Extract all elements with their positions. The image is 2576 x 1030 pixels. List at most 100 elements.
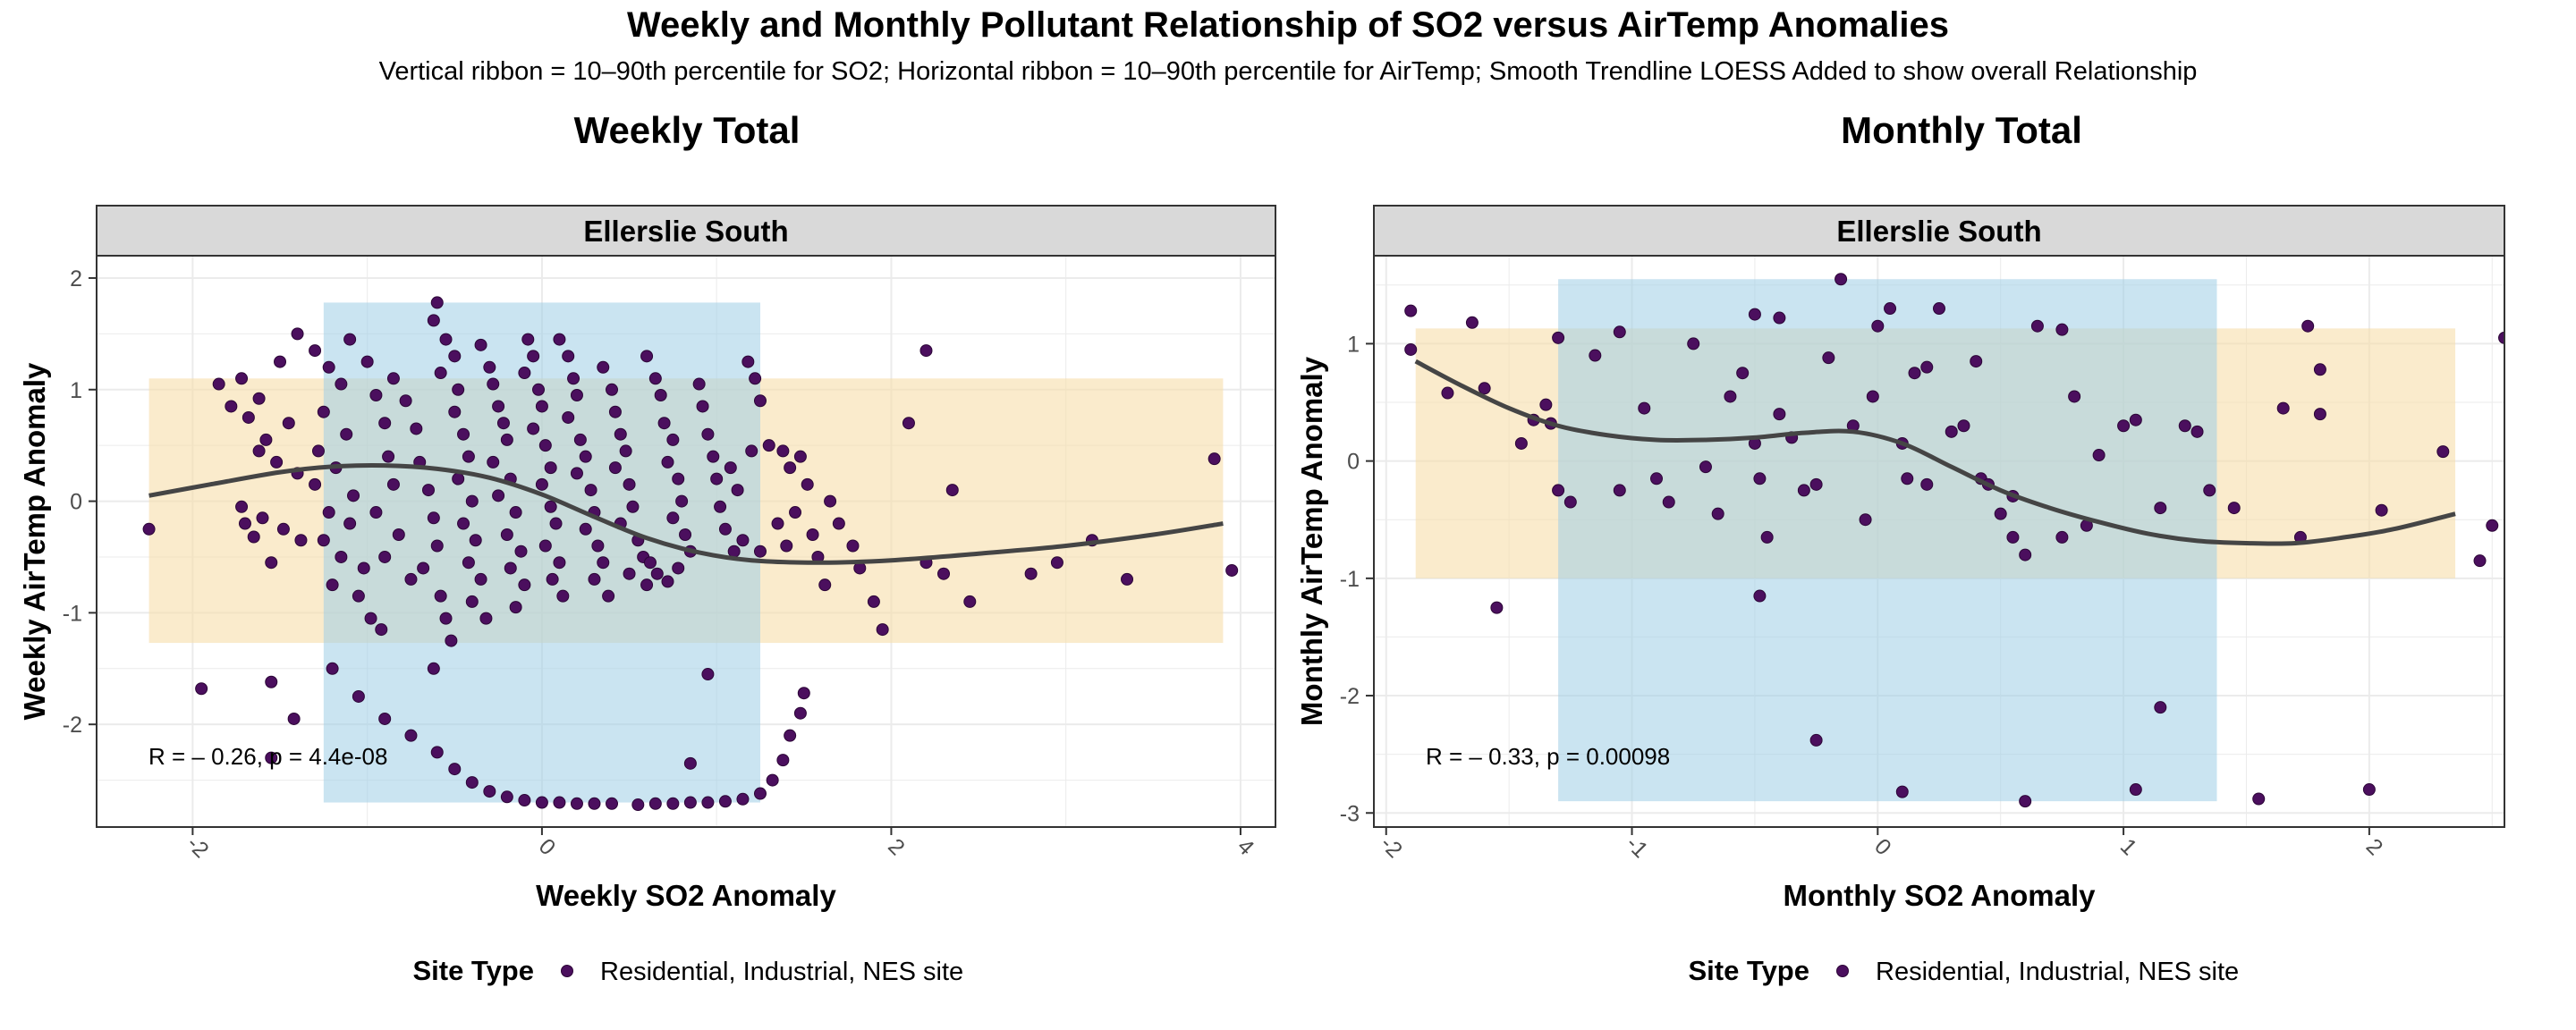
data-point bbox=[452, 472, 465, 485]
data-point bbox=[631, 798, 645, 812]
data-point bbox=[606, 797, 619, 810]
data-point bbox=[919, 344, 933, 358]
y-tick-label: 1 bbox=[1347, 332, 1360, 357]
x-axis-title: Monthly SO2 Anomaly bbox=[1784, 879, 2097, 912]
data-point bbox=[469, 534, 482, 547]
data-point bbox=[544, 500, 557, 513]
data-point bbox=[675, 494, 689, 508]
data-point bbox=[666, 433, 680, 446]
y-tick-label: 0 bbox=[70, 490, 82, 515]
data-point bbox=[2436, 445, 2450, 459]
legend-label: Residential, Industrial, NES site bbox=[600, 958, 963, 986]
data-point bbox=[309, 344, 322, 358]
x-tick-label: -1 bbox=[1621, 832, 1653, 864]
data-point bbox=[793, 706, 807, 720]
data-point bbox=[1687, 337, 1700, 350]
data-point bbox=[672, 561, 685, 575]
data-point bbox=[643, 556, 657, 570]
data-point bbox=[352, 589, 365, 603]
data-point bbox=[445, 634, 458, 647]
data-point bbox=[776, 444, 790, 458]
data-point bbox=[762, 439, 775, 452]
data-point bbox=[1773, 311, 1786, 325]
legend-title: Site Type bbox=[412, 955, 534, 986]
data-point bbox=[535, 400, 548, 413]
data-point bbox=[462, 450, 475, 463]
data-point bbox=[692, 377, 706, 391]
data-point bbox=[553, 796, 566, 809]
data-point bbox=[570, 389, 583, 402]
trend-line bbox=[148, 462, 1224, 565]
data-point bbox=[2178, 419, 2191, 433]
data-point bbox=[766, 773, 779, 787]
facet-label: Ellerslie South bbox=[1836, 215, 2041, 248]
data-point bbox=[496, 417, 510, 430]
chart-title: Weekly and Monthly Pollutant Relationshi… bbox=[626, 5, 1950, 45]
data-point bbox=[322, 360, 335, 374]
data-point bbox=[294, 534, 308, 547]
data-point bbox=[1613, 325, 1626, 339]
chart-subtitle: Vertical ribbon = 10–90th percentile for… bbox=[378, 57, 2198, 86]
data-point bbox=[546, 572, 559, 586]
data-point bbox=[666, 797, 680, 810]
data-points bbox=[1404, 273, 2504, 808]
x-tick-label: 2 bbox=[2361, 834, 2388, 861]
data-point bbox=[378, 712, 392, 725]
y-axis-title: Monthly AirTemp Anomaly bbox=[1295, 356, 1328, 726]
data-point bbox=[562, 350, 575, 363]
data-point bbox=[382, 450, 395, 463]
legend-key bbox=[1836, 965, 1849, 977]
stat-annotation: R = – 0.26, p = 4.4e-08 bbox=[148, 743, 387, 770]
data-point bbox=[256, 511, 269, 525]
data-point bbox=[1753, 589, 1767, 603]
data-point bbox=[535, 477, 548, 491]
y-tick-label: 0 bbox=[1347, 450, 1360, 475]
data-point bbox=[532, 383, 546, 396]
data-point bbox=[430, 539, 444, 553]
data-point bbox=[1835, 273, 1848, 286]
y-tick-label: -1 bbox=[63, 601, 82, 626]
data-point bbox=[392, 528, 405, 542]
data-point bbox=[2129, 783, 2142, 797]
data-point bbox=[2019, 795, 2032, 808]
data-point bbox=[745, 444, 758, 458]
data-point bbox=[1901, 472, 1914, 485]
data-point bbox=[535, 796, 548, 809]
data-point bbox=[784, 729, 797, 742]
data-point bbox=[597, 556, 610, 570]
data-point bbox=[369, 389, 383, 402]
data-point bbox=[793, 450, 807, 463]
data-point bbox=[212, 377, 225, 391]
data-point bbox=[2006, 530, 2020, 544]
data-point bbox=[238, 517, 251, 530]
data-point bbox=[1638, 401, 1651, 415]
data-point bbox=[553, 333, 566, 346]
data-point bbox=[718, 795, 732, 808]
data-point bbox=[434, 367, 447, 380]
data-point bbox=[509, 506, 522, 519]
data-point bbox=[465, 776, 479, 789]
vertical-ribbon bbox=[1558, 279, 2217, 802]
data-point bbox=[1552, 484, 1565, 497]
data-point bbox=[876, 623, 889, 637]
data-point bbox=[457, 517, 470, 530]
data-point bbox=[417, 561, 430, 575]
x-tick-label: 2 bbox=[883, 834, 910, 861]
legend-title: Site Type bbox=[1688, 955, 1809, 986]
data-point bbox=[602, 589, 615, 603]
panel-title: Monthly Total bbox=[1841, 109, 2082, 151]
data-point bbox=[452, 383, 465, 396]
data-point bbox=[2030, 319, 2044, 333]
data-point bbox=[701, 796, 715, 809]
data-point bbox=[439, 612, 453, 625]
data-point bbox=[247, 530, 260, 544]
data-point bbox=[623, 477, 636, 491]
data-point bbox=[270, 455, 284, 469]
data-point bbox=[801, 477, 814, 491]
data-point bbox=[771, 517, 784, 530]
data-point bbox=[1225, 563, 1239, 577]
data-point bbox=[518, 367, 531, 380]
data-point bbox=[776, 754, 790, 767]
data-point bbox=[2117, 419, 2131, 433]
data-point bbox=[672, 472, 685, 485]
